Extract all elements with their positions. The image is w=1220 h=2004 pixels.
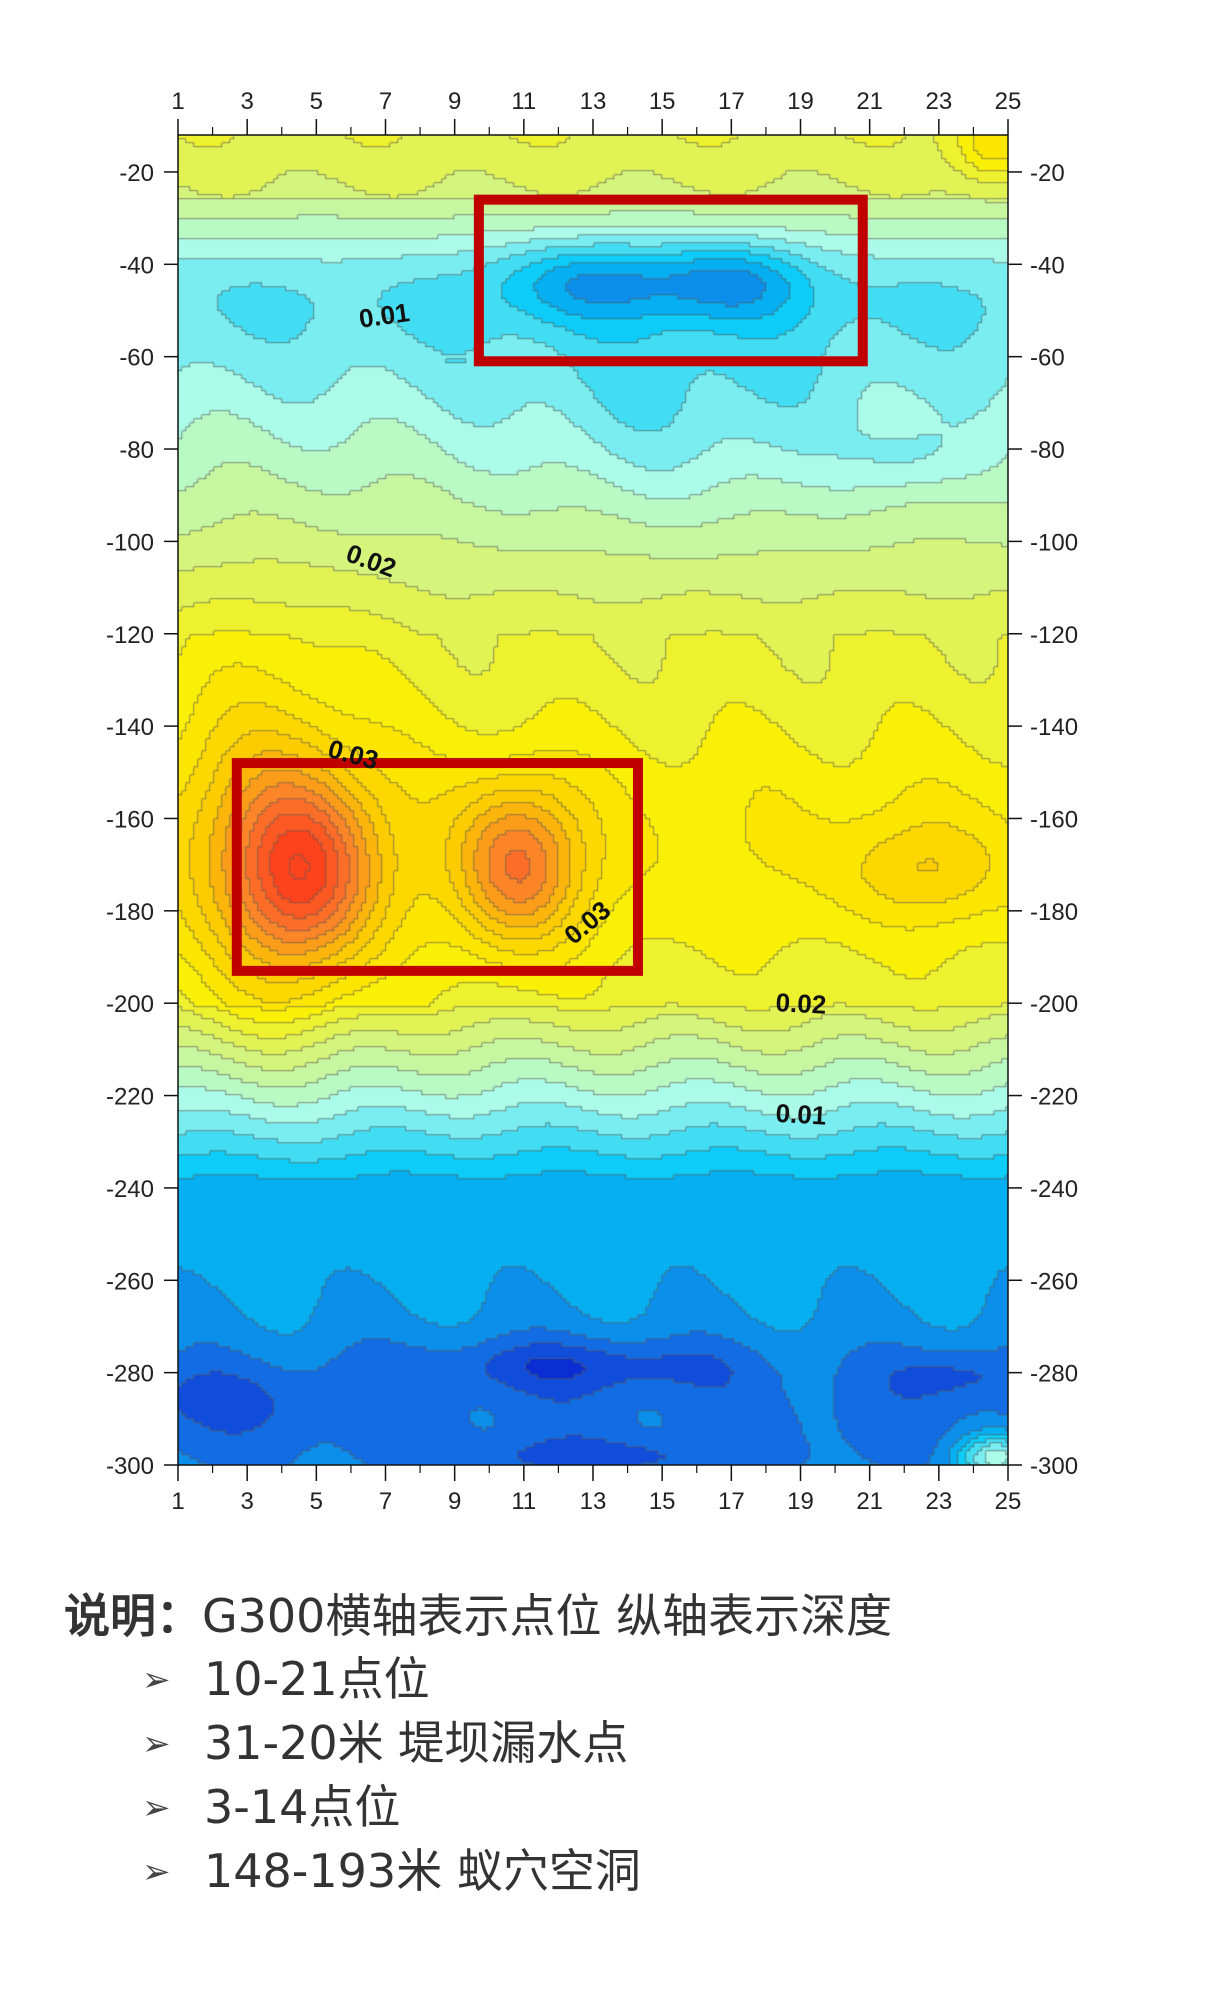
notes-item-text: 3-14点位 xyxy=(204,1780,401,1834)
y-tick-label-left: -240 xyxy=(106,1176,154,1203)
x-tick-label-bottom: 1 xyxy=(171,1488,184,1515)
y-tick-label-left: -120 xyxy=(106,622,154,649)
anomaly-boxes xyxy=(231,194,868,976)
x-tick-label-top: 17 xyxy=(718,88,745,115)
arrow-bullet-icon: ➢ xyxy=(142,1852,171,1892)
x-tick-label-bottom: 17 xyxy=(718,1488,745,1515)
contour-chart-svg: 1133557799111113131515171719192121232325… xyxy=(106,88,1078,1515)
y-tick-label-left: -80 xyxy=(119,437,154,464)
anomaly-box xyxy=(473,194,868,367)
contour-label: 0.01 xyxy=(357,297,411,334)
notes-title: 说明：G300横轴表示点位 纵轴表示深度 xyxy=(64,1584,1164,1648)
y-tick-label-left: -160 xyxy=(106,806,154,833)
x-tick-label-top: 7 xyxy=(379,88,392,115)
y-tick-label-right: -200 xyxy=(1030,991,1078,1018)
contour-label: 0.02 xyxy=(775,987,827,1020)
contour-chart: 1 1 3 3 5 5 7 7 9 9 11 11 13 13 15 15 17 17 19 19 21 21 23 23 25… xyxy=(106,88,1078,1515)
x-tick-label-bottom: 5 xyxy=(310,1488,323,1515)
arrow-bullet-icon: ➢ xyxy=(142,1724,171,1764)
x-tick-label-top: 5 xyxy=(310,88,323,115)
y-tick-label-right: -140 xyxy=(1030,714,1078,741)
x-tick-label-bottom: 19 xyxy=(787,1488,814,1515)
y-tick-label-right: -220 xyxy=(1030,1084,1078,1111)
x-tick-label-top: 13 xyxy=(580,88,607,115)
x-tick-label-bottom: 7 xyxy=(379,1488,392,1515)
y-tick-label-right: -100 xyxy=(1030,529,1078,556)
notes-title-text: G300横轴表示点位 纵轴表示深度 xyxy=(202,1589,893,1643)
notes-item-text: 148-193米 蚁穴空洞 xyxy=(204,1844,641,1898)
y-tick-label-right: -280 xyxy=(1030,1361,1078,1388)
y-tick-label-left: -140 xyxy=(106,714,154,741)
contour-label: 0.01 xyxy=(775,1098,827,1131)
notes-panel: 说明：G300横轴表示点位 纵轴表示深度 ➢ 10-21点位 ➢ 31-20米 堤坝… xyxy=(64,1584,1164,1904)
y-tick-label-right: -60 xyxy=(1030,345,1065,372)
y-tick-label-right: -300 xyxy=(1030,1453,1078,1480)
axes: 1133557799111113131515171719192121232325… xyxy=(106,88,1078,1515)
x-tick-label-top: 19 xyxy=(787,88,814,115)
y-tick-label-left: -220 xyxy=(106,1084,154,1111)
x-tick-label-top: 1 xyxy=(171,88,184,115)
notes-item: ➢ 10-21点位 xyxy=(142,1648,1164,1712)
y-tick-label-right: -20 xyxy=(1030,160,1065,187)
x-tick-label-top: 25 xyxy=(995,88,1022,115)
y-tick-label-right: -80 xyxy=(1030,437,1065,464)
y-tick-label-left: -300 xyxy=(106,1453,154,1480)
y-tick-label-right: -260 xyxy=(1030,1268,1078,1295)
y-tick-label-left: -280 xyxy=(106,1361,154,1388)
notes-item: ➢ 3-14点位 xyxy=(142,1776,1164,1840)
y-tick-label-right: -160 xyxy=(1030,806,1078,833)
x-tick-label-top: 21 xyxy=(856,88,883,115)
notes-item-text: 31-20米 堤坝漏水点 xyxy=(204,1716,629,1770)
y-tick-label-left: -180 xyxy=(106,899,154,926)
arrow-bullet-icon: ➢ xyxy=(142,1788,171,1828)
x-tick-label-bottom: 23 xyxy=(925,1488,952,1515)
y-tick-label-right: -40 xyxy=(1030,252,1065,279)
y-tick-label-left: -260 xyxy=(106,1268,154,1295)
x-tick-label-top: 3 xyxy=(240,88,253,115)
notes-list: ➢ 10-21点位 ➢ 31-20米 堤坝漏水点 ➢ 3-14点位 ➢ 148-193米… xyxy=(64,1648,1164,1904)
x-tick-label-top: 11 xyxy=(511,88,536,115)
x-tick-label-top: 23 xyxy=(925,88,952,115)
x-tick-label-bottom: 13 xyxy=(580,1488,607,1515)
anomaly-box xyxy=(231,758,643,976)
y-tick-label-right: -240 xyxy=(1030,1176,1078,1203)
notes-lead: 说明： xyxy=(64,1589,202,1643)
contour-field-image xyxy=(178,135,1008,1465)
y-tick-label-left: -200 xyxy=(106,991,154,1018)
y-tick-label-left: -20 xyxy=(119,160,154,187)
notes-item: ➢ 31-20米 堤坝漏水点 xyxy=(142,1712,1164,1776)
x-tick-label-bottom: 11 xyxy=(511,1488,536,1515)
contour-field xyxy=(178,135,1008,1465)
x-tick-label-bottom: 15 xyxy=(649,1488,676,1515)
x-tick-label-top: 9 xyxy=(448,88,461,115)
x-tick-label-top: 15 xyxy=(649,88,676,115)
y-tick-label-left: -100 xyxy=(106,529,154,556)
notes-item-text: 10-21点位 xyxy=(204,1652,430,1706)
y-tick-label-right: -120 xyxy=(1030,622,1078,649)
y-tick-label-left: -60 xyxy=(119,345,154,372)
x-tick-label-bottom: 25 xyxy=(995,1488,1022,1515)
x-tick-label-bottom: 3 xyxy=(240,1488,253,1515)
y-tick-label-left: -40 xyxy=(119,252,154,279)
x-tick-label-bottom: 21 xyxy=(856,1488,883,1515)
y-tick-label-right: -180 xyxy=(1030,899,1078,926)
x-tick-label-bottom: 9 xyxy=(448,1488,461,1515)
arrow-bullet-icon: ➢ xyxy=(142,1660,171,1700)
notes-item: ➢ 148-193米 蚁穴空洞 xyxy=(142,1840,1164,1904)
